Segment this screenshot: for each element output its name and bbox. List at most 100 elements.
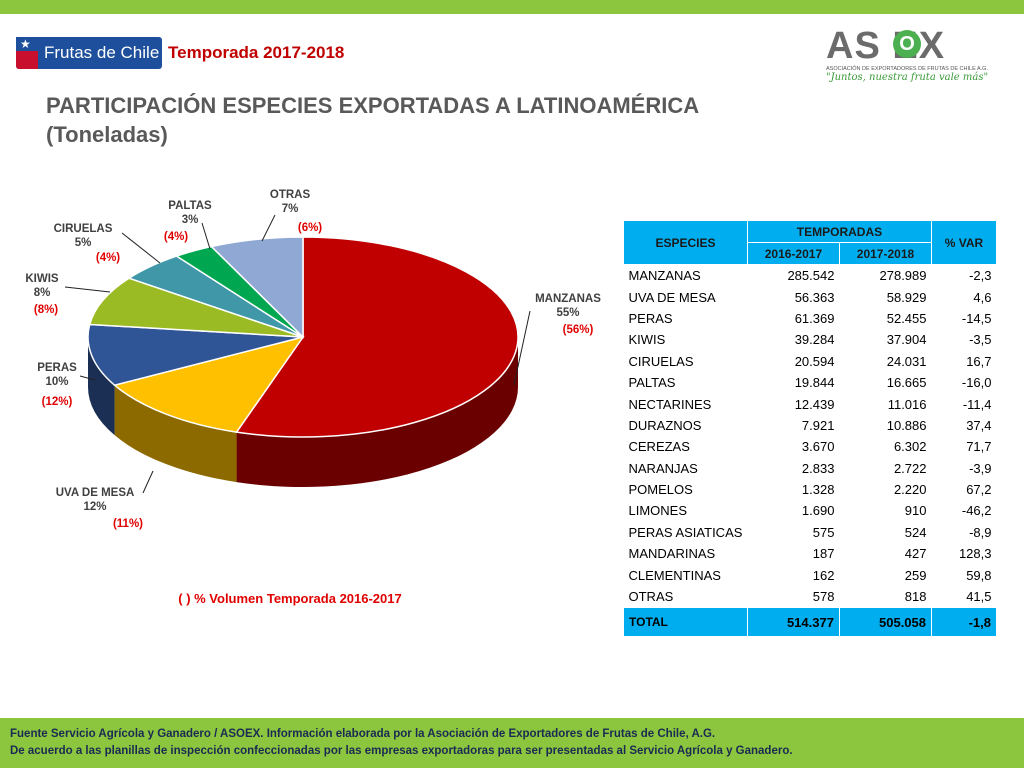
cell-var: -2,3 (969, 268, 992, 284)
table-row: KIWIS 39.284 37.904 -3,5 (624, 329, 997, 350)
header-2017-2018: 2017-2018 (838, 242, 933, 265)
cell-var: 4,6 (973, 289, 992, 305)
cell-value: 19.844 (794, 375, 835, 391)
cell-value: 575 (812, 524, 835, 540)
cell-var: -11,4 (962, 396, 992, 412)
table-row: UVA DE MESA 56.363 58.929 4,6 (624, 286, 997, 307)
slice-label-paltas: PALTAS (168, 200, 212, 212)
cell-value: 39.284 (794, 332, 835, 348)
pie-slice-side-peras (88, 337, 115, 436)
slice-pct-manzanas: 55% (556, 307, 579, 319)
table-row: LIMONES 1.690 910 -46,2 (624, 500, 997, 521)
frutas-de-chile-logo: ★ Frutas de Chile (16, 37, 162, 69)
total-value: 505.058 (838, 607, 933, 638)
top-accent-bar (0, 0, 1024, 14)
slice-prev-pct-kiwis: (8%) (34, 304, 58, 316)
cell-var: 41,5 (966, 589, 992, 605)
header-species: ESPECIES (623, 220, 748, 265)
slice-pct-kiwis: 8% (34, 287, 51, 299)
cell-value: 20.594 (794, 353, 835, 369)
slice-label-peras: PERAS (37, 362, 77, 374)
table-row: PALTAS 19.844 16.665 -16,0 (624, 372, 997, 393)
cell-value: 910 (904, 503, 927, 519)
slice-label-manzanas: MANZANAS (535, 293, 601, 305)
cell-species: CIRUELAS (628, 353, 694, 369)
cell-value: 1.690 (801, 503, 835, 519)
table-row: OTRAS 578 818 41,5 (624, 586, 997, 608)
slice-prev-pct-peras: (12%) (42, 396, 73, 408)
slice-label-uva: UVA DE MESA (56, 487, 135, 499)
asoex-slogan: "Juntos, nuestra fruta vale más" (826, 72, 989, 83)
chile-flag-icon: ★ (16, 37, 38, 69)
cell-var: 59,8 (966, 567, 992, 583)
slice-prev-pct-uva: (11%) (113, 518, 143, 530)
leader-line-kiwis (64, 286, 111, 293)
cell-value: 2.833 (801, 460, 835, 476)
cell-species: PERAS (628, 310, 673, 326)
cell-value: 524 (904, 524, 927, 540)
cell-species: LIMONES (628, 503, 688, 519)
header-temporadas: TEMPORADAS (746, 220, 933, 243)
cell-var: -14,5 (961, 310, 992, 326)
cell-value: 259 (904, 567, 927, 583)
cell-species: CEREZAS (628, 439, 690, 455)
table-row: NECTARINES 12.439 11.016 -11,4 (624, 393, 997, 414)
cell-species: MANZANAS (628, 268, 701, 284)
slice-label-kiwis: KIWIS (25, 273, 59, 285)
cell-var: -16,0 (961, 375, 992, 391)
cell-species: DURAZNOS (628, 417, 702, 433)
table-row: CIRUELAS 20.594 24.031 16,7 (624, 351, 997, 372)
table-row: MANDARINAS 187 427 128,3 (624, 543, 997, 564)
cell-species: KIWIS (628, 332, 666, 348)
cell-value: 7.921 (801, 417, 835, 433)
total-value: 514.377 (746, 607, 840, 638)
pie-slice-uva (112, 335, 305, 433)
cell-value: 24.031 (886, 353, 927, 369)
pie-slice-manzanas (235, 236, 519, 438)
slice-pct-uva: 12% (83, 501, 106, 513)
pie-chart: MANZANAS 55% (56%) UVA DE MESA 12% (11%) PERAS… (25, 189, 601, 606)
footer-line-2: De acuerdo a las planillas de inspección… (10, 745, 793, 757)
cell-value: 52.455 (886, 310, 927, 326)
cell-species: MANDARINAS (628, 546, 716, 562)
data-table: ESPECIES TEMPORADAS % VAR 2016-2017 2017… (623, 220, 997, 638)
table-row: DURAZNOS 7.921 10.886 37,4 (624, 415, 997, 436)
title-line-2: (Toneladas) (46, 122, 168, 147)
footer-bar: Fuente Servicio Agrícola y Ganadero / AS… (0, 718, 1024, 768)
cell-var: 37,4 (966, 417, 992, 433)
cell-var: 128,3 (958, 546, 992, 562)
season-label: Temporada 2017-2018 (168, 43, 345, 62)
cell-species: PERAS ASIATICAS (628, 524, 743, 540)
cell-value: 58.929 (886, 289, 927, 305)
cell-species: CLEMENTINAS (628, 567, 721, 583)
legend-note: ( ) % Volumen Temporada 2016-2017 (178, 591, 401, 606)
cell-value: 578 (812, 589, 835, 605)
table-row: POMELOS 1.328 2.220 67,2 (624, 479, 997, 500)
asoex-logo: AS EX O ASOCIACIÓN DE EXPORTADORES DE FR… (826, 25, 988, 86)
slice-pct-peras: 10% (45, 376, 68, 388)
total-row: TOTAL 514.377 505.058 -1,8 (623, 607, 997, 638)
leader-line-paltas (201, 222, 211, 250)
cell-species: UVA DE MESA (628, 289, 716, 305)
asoex-wordmark: AS EX (826, 25, 946, 67)
pie-slice-side-manzanas (236, 337, 518, 487)
cell-var: 67,2 (966, 482, 992, 498)
cell-var: 71,7 (966, 439, 992, 455)
cell-value: 2.722 (893, 460, 927, 476)
cell-value: 818 (904, 589, 927, 605)
leader-line-uva (142, 470, 154, 494)
cell-value: 427 (904, 546, 927, 562)
slice-prev-pct-manzanas: (56%) (563, 324, 594, 336)
pie-slice-kiwis (88, 277, 304, 338)
cell-value: 162 (812, 567, 835, 583)
table-row: NARANJAS 2.833 2.722 -3,9 (624, 458, 997, 479)
cell-species: OTRAS (628, 589, 674, 605)
header-2016-2017: 2016-2017 (746, 242, 840, 265)
cell-var: -8,9 (969, 524, 992, 540)
cell-species: PALTAS (628, 375, 676, 391)
slice-label-otras: OTRAS (270, 189, 311, 201)
slice-pct-paltas: 3% (182, 214, 199, 226)
table-row: PERAS ASIATICAS 575 524 -8,9 (624, 522, 997, 543)
cell-value: 11.016 (887, 396, 927, 412)
cell-value: 10.886 (886, 417, 927, 433)
